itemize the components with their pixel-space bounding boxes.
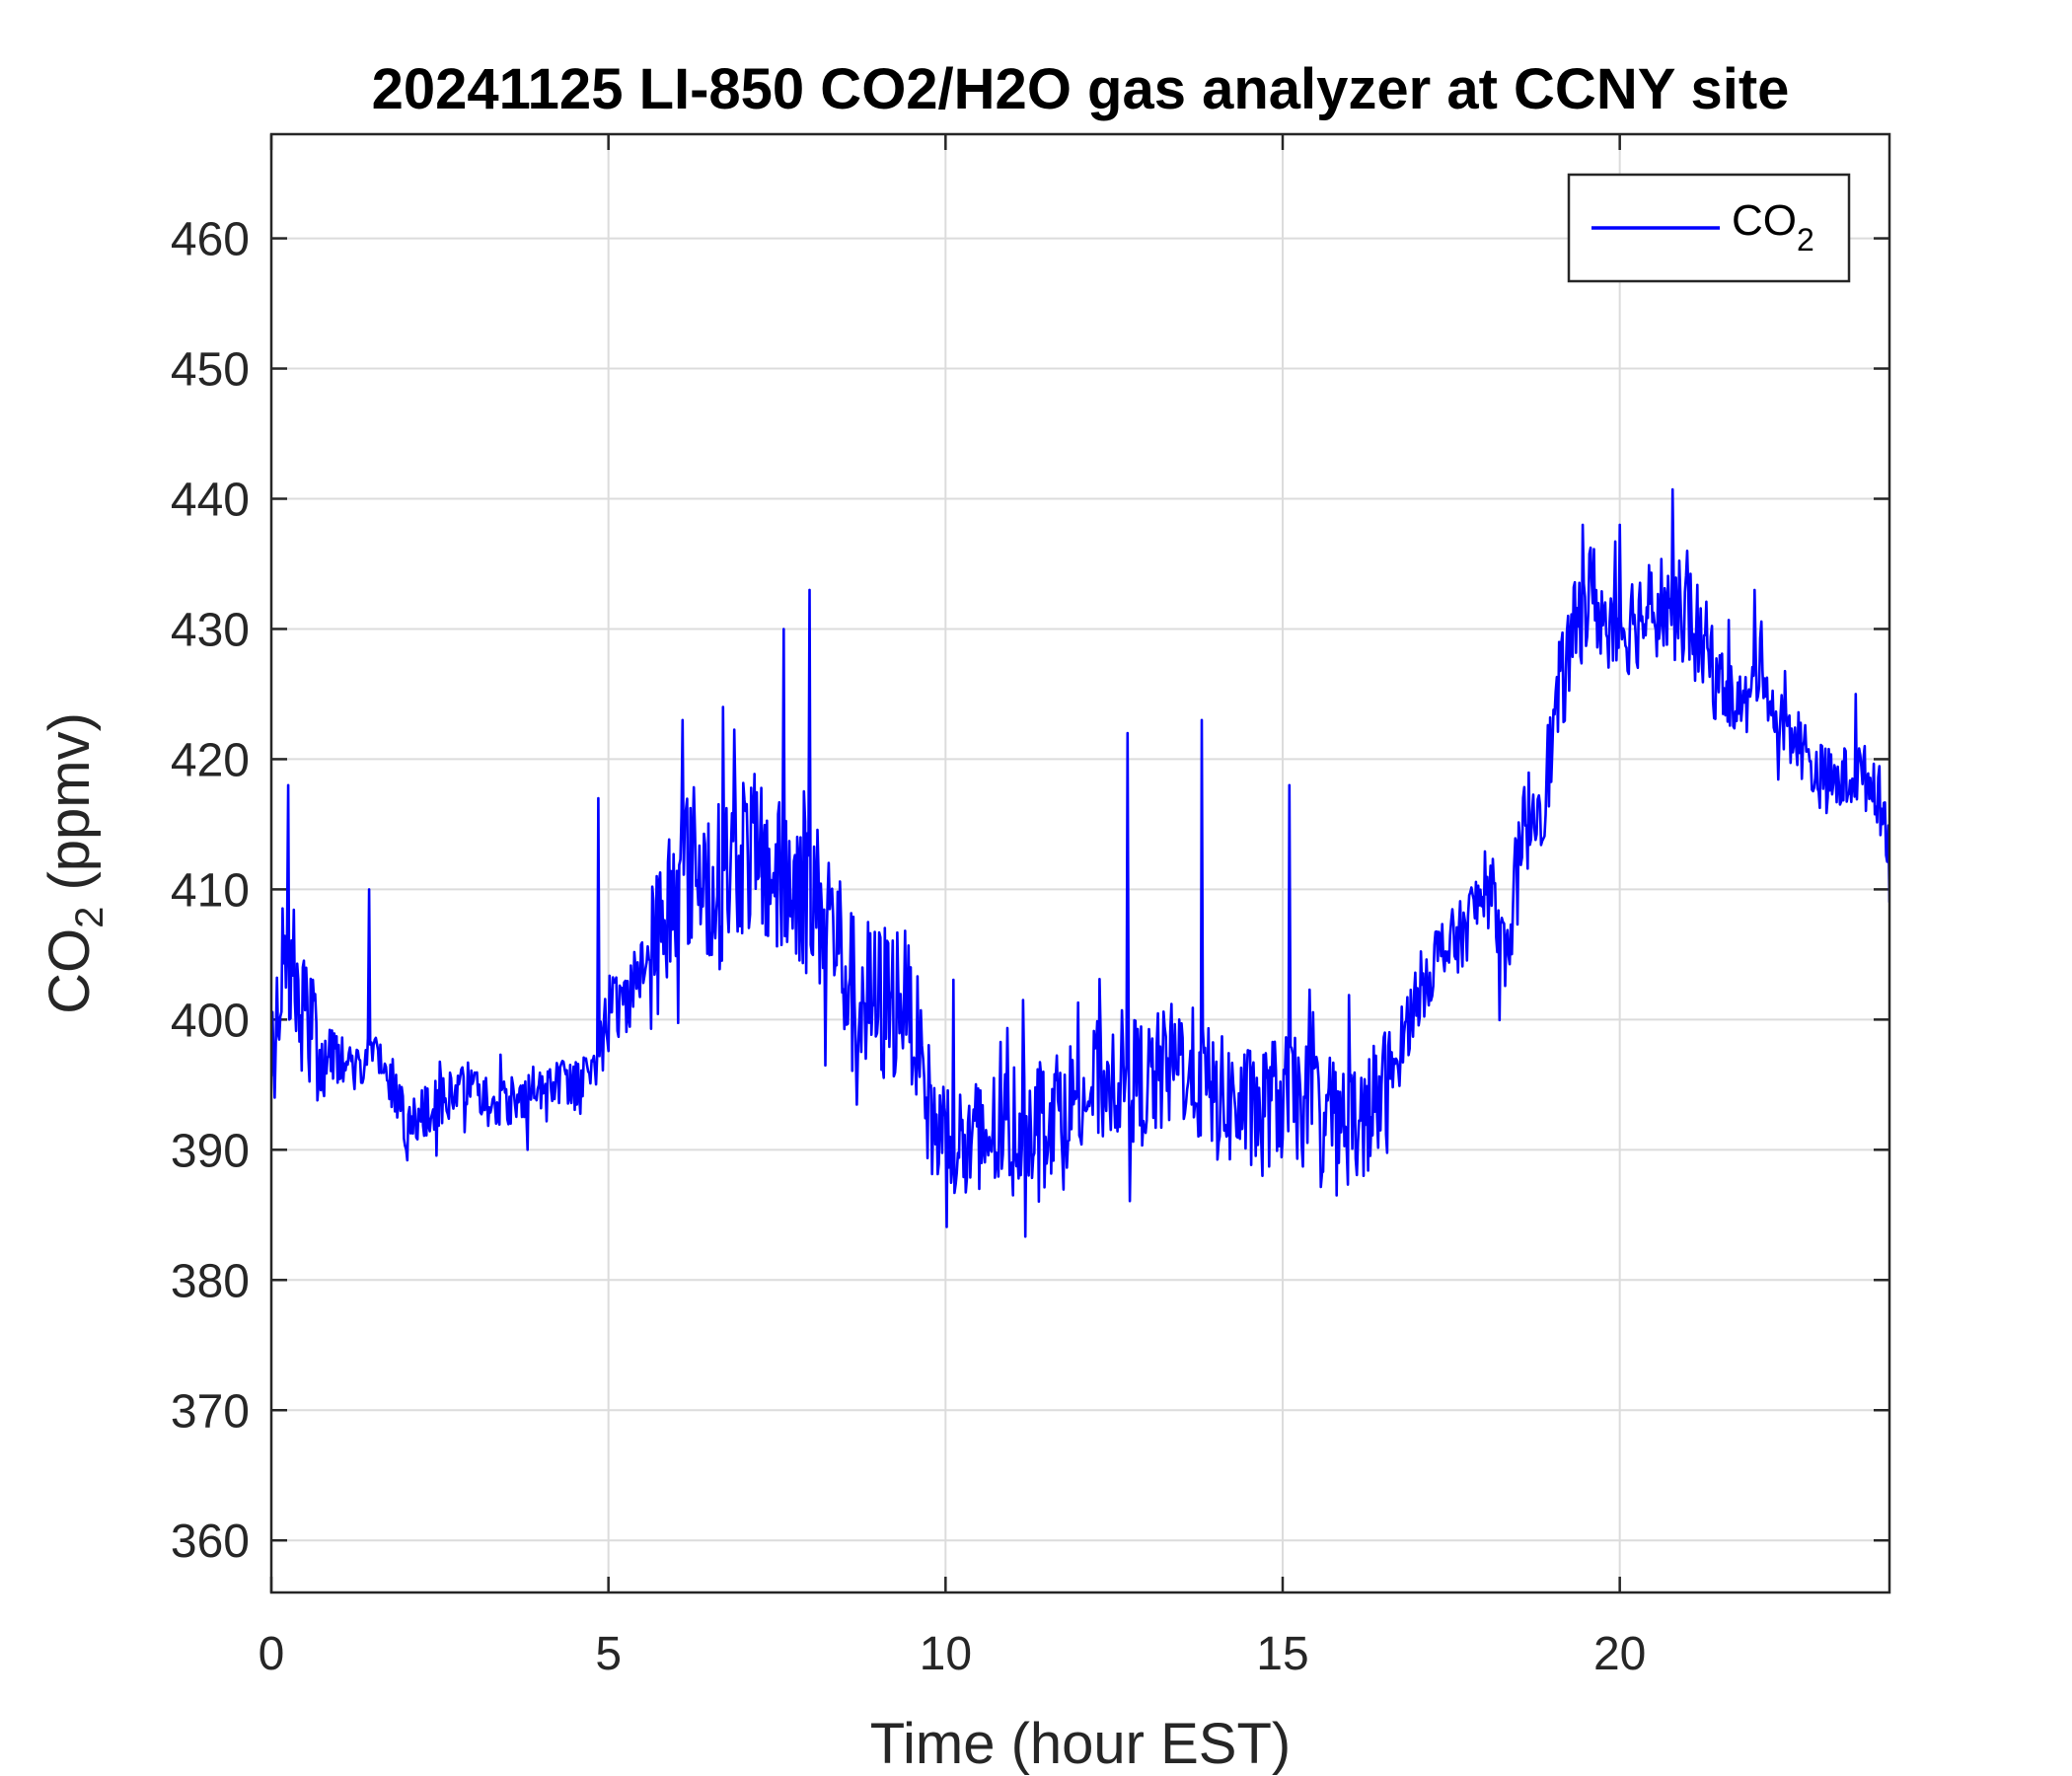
tick-marks (269, 134, 1889, 1592)
y-tick-label: 400 (171, 995, 250, 1047)
x-tick-label: 0 (259, 1628, 285, 1680)
x-tick-label: 15 (1256, 1628, 1308, 1680)
y-tick-label: 460 (171, 214, 250, 266)
x-tick-label: 10 (920, 1628, 972, 1680)
plot-area-frame (269, 132, 1891, 1594)
y-tick-label: 410 (171, 864, 250, 917)
y-tick-label: 360 (171, 1516, 250, 1568)
y-tick-labels: 360 370 380 390 400 410 420 430 440 450 460 (171, 214, 250, 1569)
series-line-co2 (271, 487, 1889, 1238)
y-tick-label: 450 (171, 344, 250, 397)
x-tick-label: 20 (1593, 1628, 1646, 1680)
y-tick-label: 430 (171, 604, 250, 656)
y-tick-label: 380 (171, 1255, 250, 1307)
y-axis-label: CO2 (ppmv) (37, 712, 111, 1014)
y-axis-label-base: CO (37, 928, 102, 1014)
legend-entry-base: CO (1732, 196, 1797, 245)
x-axis-label: Time (hour EST) (870, 1712, 1291, 1776)
series-layer (271, 487, 1889, 1238)
y-tick-label: 370 (171, 1385, 250, 1438)
legend-entry-subscript: 2 (1797, 222, 1814, 258)
chart-title: 20241125 LI-850 CO2/H2O gas analyzer at … (372, 57, 1790, 121)
grid-lines (271, 134, 1889, 1592)
x-tick-labels: 0 5 10 15 20 (259, 1628, 1647, 1680)
legend: CO2 (1567, 173, 1851, 283)
y-tick-label: 390 (171, 1125, 250, 1177)
legend-entry-co2: CO2 (1732, 196, 1814, 258)
y-tick-label: 440 (171, 475, 250, 527)
y-tick-label: 420 (171, 734, 250, 786)
y-axis-label-subscript: 2 (68, 907, 111, 928)
x-tick-label: 5 (595, 1628, 622, 1680)
y-axis-label-rest: (ppmv) (37, 712, 102, 907)
